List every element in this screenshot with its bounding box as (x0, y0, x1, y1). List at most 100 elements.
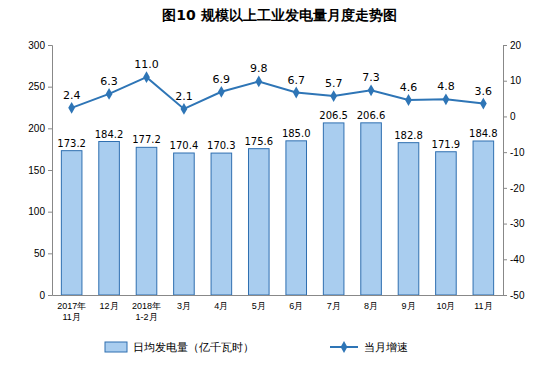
bar (436, 152, 457, 295)
bar-label: 177.2 (132, 134, 161, 145)
y-tick-label: 150 (28, 165, 45, 176)
y2-tick-label: -10 (510, 147, 525, 158)
y-tick-mark (48, 212, 52, 213)
line-label: 7.3 (362, 71, 380, 84)
y-tick-mark (48, 170, 52, 171)
x-tick: 4月 (214, 295, 228, 311)
x-tick: 2017年11月 (57, 295, 86, 322)
marker (143, 71, 150, 83)
x-tick-label: 10月 (436, 301, 455, 311)
y-axis-line (48, 46, 53, 296)
y2-tick-label: 20 (510, 40, 522, 51)
line-label: 6.9 (213, 73, 231, 86)
line-label: 4.6 (400, 81, 418, 94)
x-tick-label: 2017年11月 (57, 301, 86, 322)
x-tick: 3月 (177, 295, 191, 311)
y2-tick-mark (503, 45, 507, 46)
x-tick-label: 5月 (252, 301, 266, 311)
x-tick-label: 6月 (289, 301, 303, 311)
marker (218, 86, 225, 98)
x-tick-label: 9月 (401, 301, 415, 311)
y2-axis-line (504, 46, 508, 296)
x-tick: 5月 (252, 295, 266, 311)
line-label: 5.7 (325, 77, 343, 90)
y2-tick-mark (503, 81, 507, 82)
bar-label: 206.5 (319, 110, 348, 121)
y2-tick: 20 (503, 40, 522, 51)
bar-label: 206.6 (357, 110, 386, 121)
y-tick-mark (48, 295, 52, 296)
y-tick: 0 (39, 290, 52, 301)
y-tick-label: 0 (39, 290, 45, 301)
bar (99, 142, 120, 296)
chart: 图10 规模以上工业发电量月度走势图050100150200250300-50-… (0, 0, 559, 367)
y-tick-label: 250 (28, 81, 45, 92)
x-tick: 8月 (364, 295, 378, 311)
x-tick: 12月 (100, 295, 119, 311)
data-labels: 173.2184.2177.2170.4170.3175.6185.0206.5… (57, 58, 497, 151)
x-tick-label: 8月 (364, 301, 378, 311)
x-tick: 6月 (289, 295, 303, 311)
y2-tick-mark (503, 116, 507, 117)
bar (61, 151, 82, 295)
y-tick: 200 (28, 123, 52, 134)
y2-tick-label: -50 (510, 290, 525, 301)
x-tick-label: 12月 (100, 301, 119, 311)
line-label: 6.7 (287, 74, 305, 87)
y2-tick-mark (503, 295, 507, 296)
x-tick-label: 11月 (474, 301, 492, 311)
marker (368, 84, 375, 96)
bar-label: 170.4 (170, 140, 199, 151)
x-tick-label: 2018年1-2月 (132, 301, 161, 322)
y2-tick: -50 (503, 290, 525, 301)
x-axis-line (53, 295, 504, 296)
x-tick: 10月 (436, 295, 455, 311)
marker (330, 90, 337, 102)
bar-label: 184.8 (469, 128, 498, 139)
y-tick-label: 200 (28, 123, 45, 134)
y2-tick: -40 (503, 254, 525, 265)
plot-area (61, 71, 493, 295)
x-tick-label: 7月 (327, 301, 341, 311)
marker (480, 98, 487, 110)
bar (361, 123, 382, 295)
y-tick-mark (48, 45, 52, 46)
x-tick: 7月 (327, 295, 341, 311)
y2-tick: -30 (503, 218, 525, 229)
bar (211, 153, 232, 295)
marker (106, 88, 113, 100)
legend-item: 日均发电量（亿千瓦时） (105, 341, 254, 354)
y-tick: 300 (28, 40, 52, 51)
y2-tick-mark (503, 188, 507, 189)
y-tick-mark (48, 253, 52, 254)
y-tick-label: 50 (34, 248, 46, 259)
y2-axis: -50-40-30-20-1001020 (503, 40, 525, 301)
y-tick: 100 (28, 206, 52, 217)
x-tick-label: 3月 (177, 301, 191, 311)
line-label: 4.8 (437, 80, 455, 93)
x-tick: 2018年1-2月 (132, 295, 161, 322)
y2-tick-mark (503, 224, 507, 225)
title: 图10 规模以上工业发电量月度走势图 (162, 7, 396, 23)
bar (323, 123, 344, 295)
y2-tick-label: -20 (510, 183, 525, 194)
y2-tick-label: -40 (510, 254, 525, 265)
legend-label: 日均发电量（亿千瓦时） (133, 341, 254, 354)
x-axis: 2017年11月 12月 2018年1-2月 3月 4月 5月 6月 7月 8月 9月 10月 11月 (53, 295, 504, 322)
y-tick: 250 (28, 81, 52, 92)
bar (286, 141, 307, 295)
marker (181, 103, 188, 115)
legend-marker (341, 341, 348, 353)
y-tick: 150 (28, 165, 52, 176)
y-tick-mark (48, 87, 52, 88)
y2-tick: 0 (503, 111, 516, 122)
y2-tick-mark (503, 152, 507, 153)
bar-label: 173.2 (57, 138, 86, 149)
y-tick-mark (48, 128, 52, 129)
y2-tick: -10 (503, 147, 525, 158)
y-tick-label: 100 (28, 206, 45, 217)
y2-tick-label: -30 (510, 218, 525, 229)
y2-tick: -20 (503, 183, 525, 194)
bar-label: 182.8 (394, 130, 423, 141)
line-label: 11.0 (134, 58, 159, 71)
